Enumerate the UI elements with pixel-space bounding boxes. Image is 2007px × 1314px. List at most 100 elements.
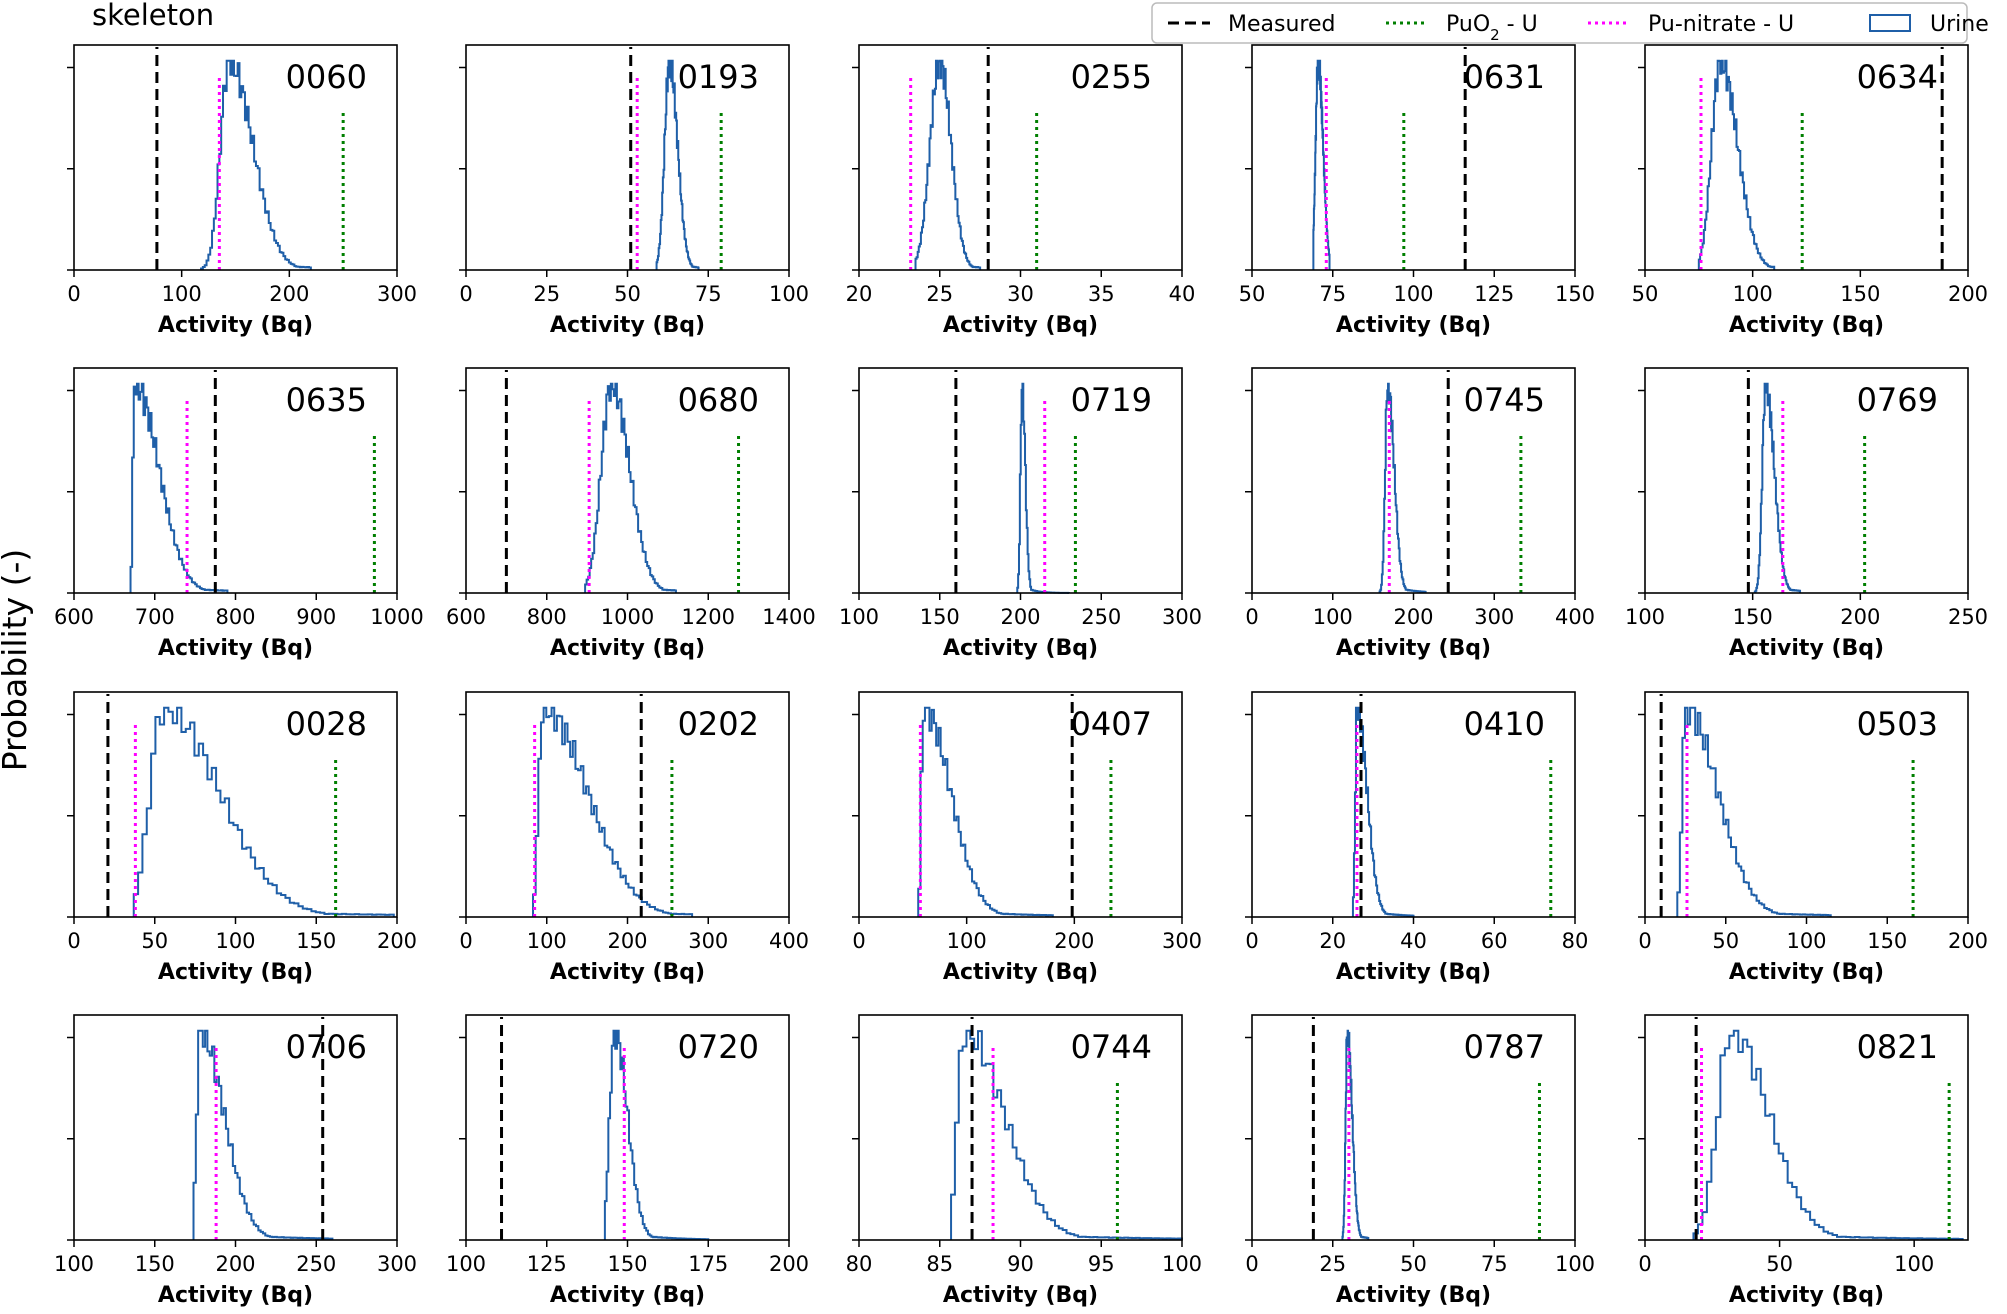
x-tick-label: 25 [533,282,560,306]
x-tick-label: 100 [839,605,879,629]
x-tick-label: 150 [607,1252,647,1276]
x-axis-label: Activity (Bq) [1729,1283,1884,1308]
x-tick-label: 300 [377,1252,417,1276]
x-tick-label: 250 [1081,605,1121,629]
x-tick-label: 100 [1555,1252,1595,1276]
panel-0634: 50 100 150 200 0634 Activity (Bq) [1632,44,1988,338]
x-tick-label: 200 [1840,605,1880,629]
panel-id-label: 0407 [1071,705,1152,743]
x-axis-label: Activity (Bq) [1336,313,1491,338]
panel-0407: 0 100 200 300 0407 Activity (Bq) [852,691,1202,985]
x-tick-label: 100 [162,282,202,306]
figure-title: skeleton [92,0,214,32]
x-tick-label: 300 [1474,605,1514,629]
urine-histogram [532,706,694,917]
x-tick-label: 200 [1948,929,1988,953]
panel-id-label: 0631 [1464,58,1545,96]
x-tick-label: 30 [1007,282,1034,306]
x-axis-label: Activity (Bq) [1729,313,1884,338]
x-tick-label: 90 [1007,1252,1034,1276]
x-axis-label: Activity (Bq) [1336,960,1491,985]
x-tick-label: 100 [769,282,809,306]
x-tick-label: 250 [1948,605,1988,629]
legend-label-rest: - U [1500,12,1538,37]
x-tick-label: 200 [1948,282,1988,306]
x-tick-label: 60 [1481,929,1508,953]
panel-0769: 100 150 200 250 0769 Activity (Bq) [1625,367,1988,661]
x-tick-label: 700 [135,605,175,629]
x-tick-label: 50 [1766,1252,1793,1276]
panel-id-label: 0635 [286,381,367,419]
panel-frame [73,44,398,271]
legend-label-measured: Measured [1228,12,1335,37]
x-axis-label: Activity (Bq) [943,1283,1098,1308]
legend-subscript: 2 [1490,26,1500,44]
x-axis-label: Activity (Bq) [943,636,1098,661]
x-tick-label: 80 [1562,929,1589,953]
x-tick-label: 150 [1867,929,1907,953]
legend-swatch-urine [1869,14,1911,32]
urine-histogram [1016,382,1070,594]
x-axis-label: Activity (Bq) [158,960,313,985]
panel-0745: 0 100 200 300 400 0745 Activity (Bq) [1245,367,1595,661]
x-tick-label: 300 [1162,929,1202,953]
x-tick-label: 100 [215,929,255,953]
panel-id-label: 0193 [678,58,759,96]
panel-0744: 80 85 90 95 100 0744 Activity (Bq) [846,1014,1202,1308]
panel-0255: 20 25 30 35 40 0255 Activity (Bq) [846,44,1195,338]
x-tick-label: 25 [926,282,953,306]
x-axis-label: Activity (Bq) [158,313,313,338]
x-tick-label: 95 [1088,1252,1115,1276]
urine-histogram [1753,382,1802,593]
urine-histogram [1697,59,1776,270]
x-tick-label: 85 [926,1252,953,1276]
x-tick-label: 75 [1319,282,1346,306]
x-axis-label: Activity (Bq) [550,636,705,661]
x-tick-label: 0 [1245,929,1258,953]
x-tick-label: 75 [695,282,722,306]
x-tick-label: 175 [688,1252,728,1276]
x-tick-label: 300 [377,282,417,306]
x-tick-label: 0 [1638,929,1651,953]
urine-histogram [655,59,700,270]
x-tick-label: 125 [527,1252,567,1276]
x-tick-label: 400 [1555,605,1595,629]
urine-histogram [584,382,677,593]
panel-0787: 0 25 50 75 100 0787 Activity (Bq) [1245,1014,1595,1308]
panel-id-label: 0744 [1071,1028,1152,1066]
x-tick-label: 0 [459,282,472,306]
x-axis-label: Activity (Bq) [158,1283,313,1308]
x-tick-label: 800 [215,605,255,629]
x-tick-label: 600 [54,605,94,629]
x-tick-label: 200 [215,1252,255,1276]
x-tick-label: 150 [135,1252,175,1276]
urine-histogram [1351,706,1415,917]
urine-histogram [1341,1029,1370,1240]
x-axis-label: Activity (Bq) [943,960,1098,985]
x-tick-label: 20 [846,282,873,306]
legend-box [1151,2,1968,44]
x-tick-label: 150 [296,929,336,953]
x-axis-label: Activity (Bq) [943,313,1098,338]
panel-0193: 0 25 50 75 100 0193 Activity (Bq) [459,44,809,338]
panel-0720: 100 125 150 175 200 0720 Activity (Bq) [446,1014,809,1308]
x-tick-label: 0 [1245,1252,1258,1276]
panel-id-label: 0634 [1857,58,1938,96]
x-tick-label: 0 [1638,1252,1651,1276]
panel-frame [1644,367,1969,594]
panel-id-label: 0769 [1857,381,1938,419]
urine-histogram [1378,382,1427,593]
x-tick-label: 0 [1245,605,1258,629]
x-tick-label: 400 [769,929,809,953]
x-tick-label: 50 [1239,282,1266,306]
panel-0706: 100 150 200 250 300 0706 Activity (Bq) [54,1014,417,1308]
x-tick-label: 300 [688,929,728,953]
x-tick-label: 50 [1712,929,1739,953]
x-axis-label: Activity (Bq) [550,313,705,338]
x-tick-label: 75 [1481,1252,1508,1276]
x-tick-label: 200 [1000,605,1040,629]
x-tick-label: 150 [1733,605,1773,629]
x-tick-label: 125 [1474,282,1514,306]
